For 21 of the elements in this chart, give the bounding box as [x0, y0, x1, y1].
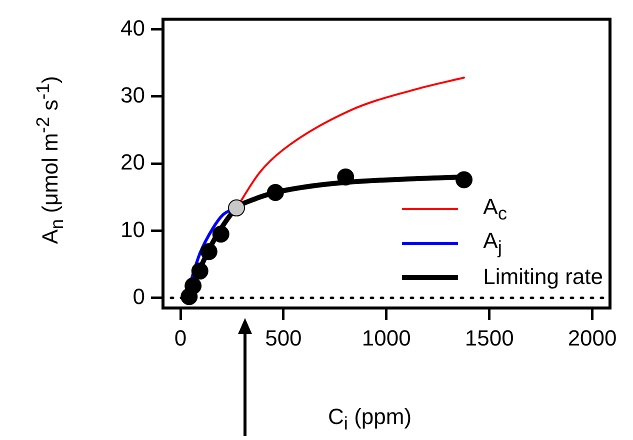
x-tick-label: 2000 [568, 325, 617, 350]
point [337, 168, 354, 186]
point [228, 199, 246, 216]
point [212, 226, 230, 243]
x-tick-label: 1000 [362, 325, 411, 350]
point [191, 262, 208, 280]
y-tick-label: 10 [120, 216, 145, 242]
legend-label: Limiting rate [483, 264, 603, 290]
legend-label: A$_{j}$ [483, 228, 502, 258]
x-tick-label: 0 [174, 325, 187, 350]
y-tick-label: 40 [120, 15, 145, 40]
x-axis-title: C$_{i}$ (ppm) [328, 404, 412, 434]
y-tick-label: 0 [132, 284, 145, 309]
point [184, 277, 202, 294]
x-tick-label: 500 [265, 325, 302, 350]
y-tick-label: 30 [120, 82, 145, 108]
x-tick-label: 1500 [464, 325, 514, 350]
point [456, 171, 473, 188]
legend-label: A$_{c}$ [483, 194, 508, 224]
point [266, 184, 284, 201]
y-tick-label: 20 [120, 150, 145, 175]
